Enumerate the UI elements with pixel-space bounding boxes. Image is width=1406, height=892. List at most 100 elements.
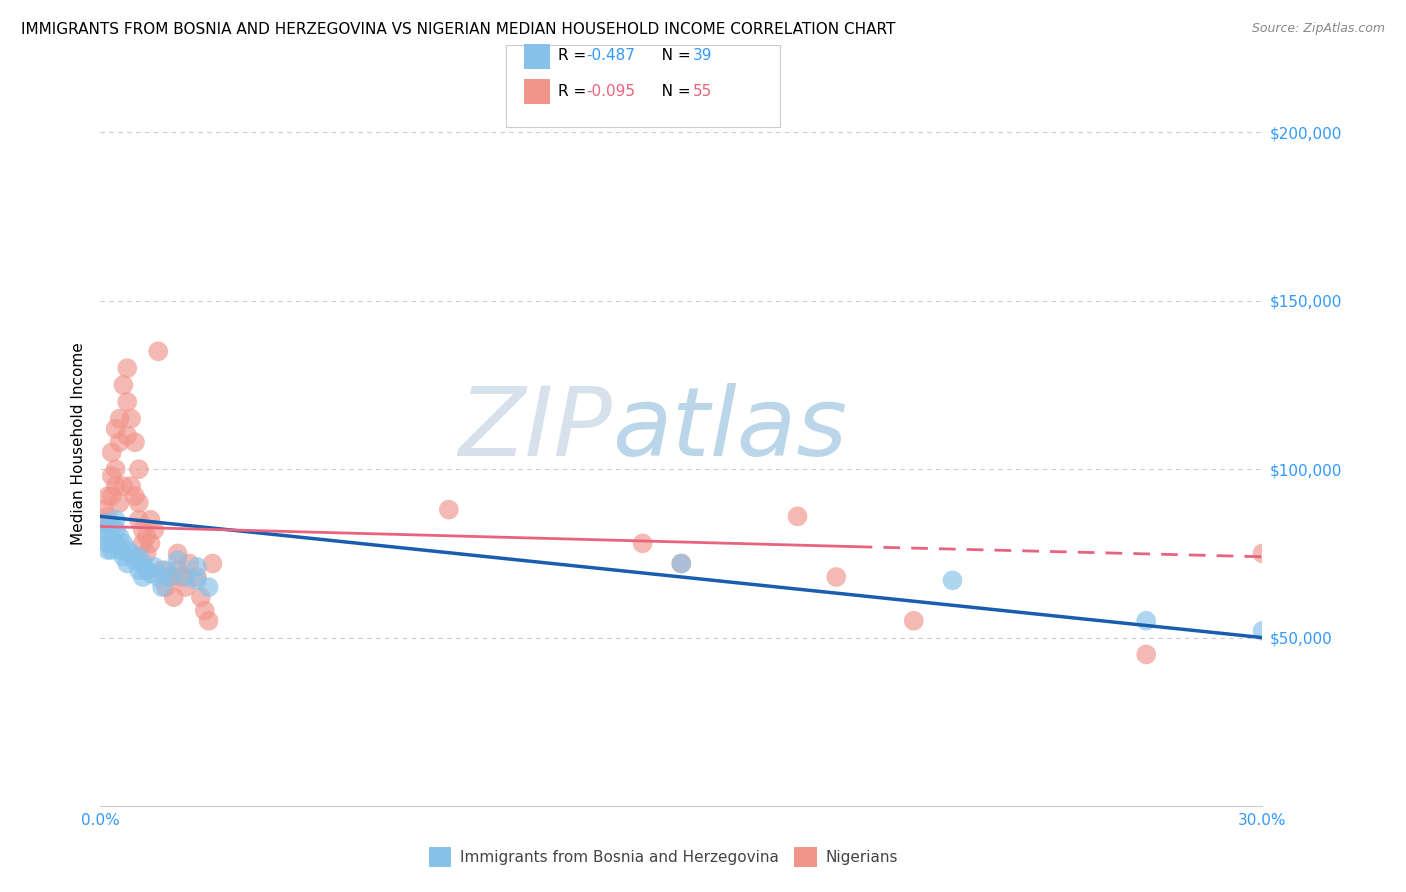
Point (97, 489, 120, 503)
Text: N =: N = (647, 85, 695, 99)
Point (104, 523, 127, 537)
Text: N =: N = (647, 48, 695, 62)
Point (148, 344, 170, 359)
Text: Nigerians: Nigerians (825, 850, 898, 864)
Point (104, 422, 127, 436)
Point (120, 479, 142, 493)
Point (143, 523, 166, 537)
Point (159, 570, 181, 584)
Point (786, 509, 808, 524)
Text: Source: ZipAtlas.com: Source: ZipAtlas.com (1251, 22, 1385, 36)
Text: IMMIGRANTS FROM BOSNIA AND HERZEGOVINA VS NIGERIAN MEDIAN HOUSEHOLD INCOME CORRE: IMMIGRANTS FROM BOSNIA AND HERZEGOVINA V… (21, 22, 896, 37)
Point (132, 536, 155, 550)
Point (100, 489, 122, 503)
Y-axis label: Median Household Income: Median Household Income (72, 343, 86, 545)
Point (135, 546, 157, 560)
Point (139, 566, 162, 581)
Point (128, 462, 150, 476)
Point (108, 496, 131, 510)
Point (132, 557, 155, 571)
Point (132, 523, 155, 537)
Point (97, 543, 120, 558)
Text: R =: R = (558, 85, 592, 99)
Point (179, 557, 201, 571)
Point (150, 580, 173, 594)
Point (97, 536, 120, 550)
Point (117, 543, 139, 558)
Point (186, 560, 208, 574)
Point (190, 590, 212, 604)
Point (97, 509, 120, 524)
Point (104, 479, 127, 493)
Point (100, 445, 122, 459)
Point (117, 395, 139, 409)
Point (108, 411, 131, 425)
Point (159, 570, 181, 584)
Point (93, 523, 115, 537)
Point (139, 513, 162, 527)
Point (671, 557, 693, 571)
Point (104, 513, 127, 527)
Point (150, 563, 173, 577)
Point (100, 469, 122, 483)
Point (108, 543, 131, 558)
Point (1135, 648, 1157, 662)
Point (112, 378, 135, 392)
Text: atlas: atlas (612, 383, 846, 476)
Point (120, 411, 142, 425)
Point (128, 549, 150, 564)
Point (201, 557, 224, 571)
Text: Immigrants from Bosnia and Herzegovina: Immigrants from Bosnia and Herzegovina (460, 850, 779, 864)
Point (1251, 546, 1274, 560)
Point (100, 533, 122, 547)
Point (108, 530, 131, 544)
Point (155, 580, 177, 594)
Point (903, 614, 925, 628)
Point (1251, 624, 1274, 638)
Point (104, 462, 127, 476)
Point (166, 553, 188, 567)
Point (93, 516, 115, 530)
Point (186, 570, 208, 584)
Point (120, 546, 142, 560)
Point (97, 530, 120, 544)
Point (100, 519, 122, 533)
Point (174, 570, 197, 584)
Point (163, 590, 186, 604)
Point (124, 435, 146, 450)
Point (437, 502, 460, 516)
Point (128, 496, 150, 510)
Text: -0.095: -0.095 (586, 85, 636, 99)
Point (166, 563, 188, 577)
Text: -0.487: -0.487 (586, 48, 636, 62)
Point (135, 530, 157, 544)
Point (100, 543, 122, 558)
Point (112, 549, 135, 564)
Text: ZIP: ZIP (458, 383, 612, 476)
Point (143, 560, 166, 574)
Point (108, 435, 131, 450)
Point (124, 489, 146, 503)
Point (186, 574, 208, 588)
Point (132, 570, 155, 584)
Point (197, 614, 219, 628)
Point (104, 536, 127, 550)
Text: 55: 55 (693, 85, 713, 99)
Point (170, 570, 193, 584)
Point (117, 361, 139, 376)
Text: 39: 39 (693, 48, 713, 62)
Point (117, 428, 139, 442)
Point (112, 479, 135, 493)
Point (155, 563, 177, 577)
Point (135, 563, 157, 577)
Point (148, 570, 170, 584)
Point (124, 553, 146, 567)
Point (128, 563, 150, 577)
Point (194, 604, 217, 618)
Point (197, 580, 219, 594)
Point (671, 557, 693, 571)
Point (941, 574, 963, 588)
Point (93, 502, 115, 516)
Point (1135, 614, 1157, 628)
Point (117, 557, 139, 571)
